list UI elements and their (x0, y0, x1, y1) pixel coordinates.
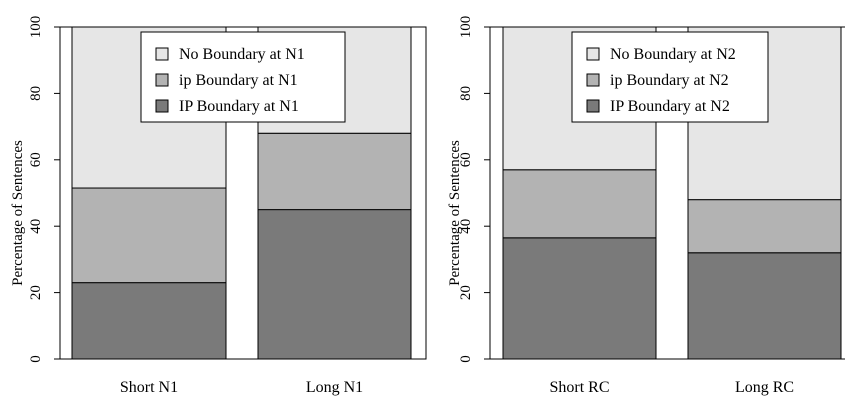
y-tick-label: 60 (28, 152, 44, 167)
legend-label-ip-boundary-at-n1: ip Boundary at N1 (179, 72, 298, 89)
legend-label-no-boundary-at-n1: No Boundary at N1 (179, 46, 305, 63)
chart-panel-right: Short RC Long RC 0 20 40 60 80 100 Percentage of… (447, 16, 845, 396)
y-tick-label: 0 (458, 355, 474, 363)
y-tick-label: 20 (458, 285, 474, 300)
legend-box (140, 31, 346, 123)
plot-frame (59, 26, 427, 360)
bar-segment-ip-boundary-at-n2-long-rc (687, 199, 842, 254)
bar-segment-ip-boundary-at-n2-short-rc (502, 169, 657, 239)
x-tick-label: Short N1 (120, 379, 178, 396)
legend-label-ip-boundary-at-n1: IP Boundary at N1 (179, 98, 299, 115)
legend-swatch-ip-boundary-at-n2 (586, 73, 600, 87)
y-axis-label: Percentage of Sentences (447, 140, 463, 286)
legend: No Boundary at N1 ip Boundary at N1 IP Bou… (140, 31, 346, 123)
bar-segment-ip-boundary-at-n2-short-rc (502, 237, 657, 360)
chart-panel-left: Short N1 Long N1 0 20 40 60 80 100 Percentage of… (10, 16, 427, 396)
legend-label-ip-boundary-at-n2: IP Boundary at N2 (610, 98, 730, 115)
bar-segment-ip-boundary-at-n1-long-n1 (257, 132, 412, 211)
x-tick-label: Short RC (549, 379, 609, 396)
bar-segment-ip-boundary-at-n1-short-n1 (71, 282, 227, 360)
plot-frame (489, 26, 845, 360)
bar-segment-ip-boundary-at-n1-long-n1 (257, 209, 412, 360)
legend: No Boundary at N2 ip Boundary at N2 IP Bou… (571, 31, 769, 123)
y-tick-label: 0 (28, 355, 44, 363)
x-tick-label: Long RC (735, 379, 794, 396)
bar-segment-ip-boundary-at-n1-short-n1 (71, 187, 227, 284)
y-tick-label: 100 (458, 16, 474, 39)
x-tick-label: Long N1 (306, 379, 363, 396)
legend-swatch-no-boundary-at-n2 (586, 47, 600, 61)
legend-swatch-ip-boundary-at-n1 (155, 73, 169, 87)
legend-swatch-ip-boundary-at-n1 (155, 99, 169, 113)
y-axis-label: Percentage of Sentences (10, 140, 26, 286)
y-tick-label: 20 (28, 285, 44, 300)
legend-swatch-no-boundary-at-n1 (155, 47, 169, 61)
legend-box (571, 31, 769, 123)
legend-label-no-boundary-at-n2: No Boundary at N2 (610, 46, 736, 63)
bar-segment-ip-boundary-at-n2-long-rc (687, 252, 842, 360)
y-tick-label: 40 (28, 219, 44, 234)
y-tick-label: 80 (28, 86, 44, 101)
y-tick-label: 100 (28, 16, 44, 39)
y-tick-label: 40 (458, 219, 474, 234)
legend-label-ip-boundary-at-n2: ip Boundary at N2 (610, 72, 729, 89)
y-tick-label: 80 (458, 86, 474, 101)
legend-swatch-ip-boundary-at-n2 (586, 99, 600, 113)
y-tick-label: 60 (458, 152, 474, 167)
